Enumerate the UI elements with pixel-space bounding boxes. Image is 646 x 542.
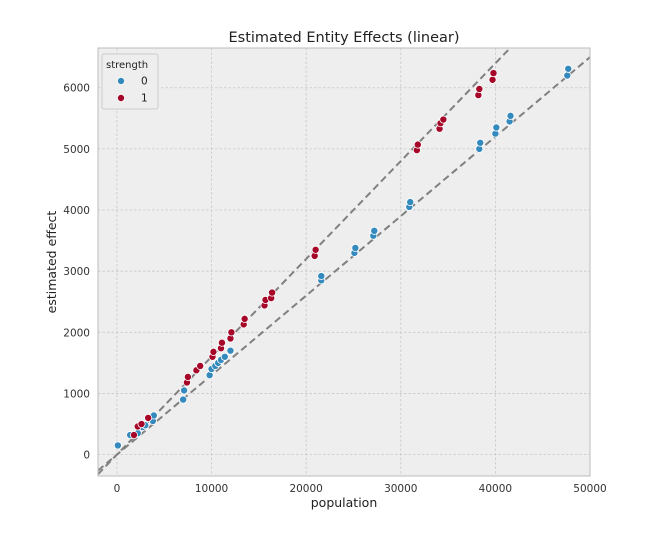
point-strength-0 (351, 243, 360, 252)
y-tick-label: 1000 (63, 388, 90, 400)
point-strength-0 (506, 111, 515, 120)
point-strength-1 (137, 420, 146, 429)
reference-line-0 (98, 48, 512, 475)
y-axis-label: estimated effect (44, 211, 59, 314)
plot-frame (97, 47, 591, 477)
point-strength-1 (144, 413, 153, 422)
x-tick-label: 10000 (195, 483, 228, 495)
point-strength-1 (240, 314, 249, 323)
grid-lines (98, 48, 590, 476)
x-tick-label: 0 (114, 483, 121, 495)
point-strength-1 (489, 69, 498, 78)
legend-box (101, 53, 159, 110)
point-strength-1 (183, 372, 192, 381)
point-strength-0 (564, 64, 573, 73)
legend-marker-0 (117, 77, 126, 86)
point-strength-1 (129, 431, 138, 440)
point-strength-0 (476, 138, 485, 147)
point-strength-0 (220, 352, 229, 361)
point-strength-0 (492, 123, 501, 132)
point-strength-1 (413, 140, 422, 149)
y-tick-label: 3000 (63, 266, 90, 278)
legend-title: strength (106, 60, 148, 71)
point-strength-0 (180, 386, 189, 395)
point-strength-1 (311, 245, 320, 254)
y-axis-ticks: 0 1000 2000 3000 4000 5000 6000 (63, 83, 90, 462)
y-tick-label: 0 (83, 450, 90, 462)
y-tick-label: 2000 (63, 327, 90, 339)
x-axis-ticks: 0 10000 20000 30000 40000 50000 (114, 483, 607, 495)
reference-line-1 (98, 56, 590, 472)
x-tick-label: 50000 (573, 483, 606, 495)
data-points (113, 64, 573, 450)
x-axis-label: population (311, 495, 378, 510)
y-tick-label: 4000 (63, 205, 90, 217)
point-strength-1 (217, 338, 226, 347)
point-strength-1 (488, 75, 497, 84)
plot-background (98, 48, 590, 476)
legend: strength 0 1 (101, 53, 159, 110)
y-tick-label: 6000 (63, 83, 90, 95)
point-strength-0 (317, 272, 326, 281)
legend-label-0: 0 (141, 76, 148, 88)
point-strength-1 (475, 84, 484, 93)
x-tick-label: 20000 (289, 483, 322, 495)
x-tick-label: 30000 (384, 483, 417, 495)
legend-marker-1 (117, 94, 126, 103)
y-tick-label: 5000 (63, 144, 90, 156)
point-strength-0 (406, 198, 415, 207)
point-strength-1 (209, 347, 218, 356)
reference-lines (98, 48, 590, 475)
point-strength-0 (179, 395, 188, 404)
legend-label-1: 1 (141, 93, 148, 105)
point-strength-0 (563, 71, 572, 80)
point-strength-1 (439, 115, 448, 124)
x-tick-label: 40000 (479, 483, 512, 495)
point-strength-1 (268, 288, 277, 297)
point-strength-0 (370, 226, 379, 235)
point-strength-0 (226, 346, 235, 355)
point-strength-0 (113, 441, 122, 450)
chart-title: Estimated Entity Effects (linear) (228, 30, 459, 46)
point-strength-1 (196, 361, 205, 370)
point-strength-1 (227, 328, 236, 337)
